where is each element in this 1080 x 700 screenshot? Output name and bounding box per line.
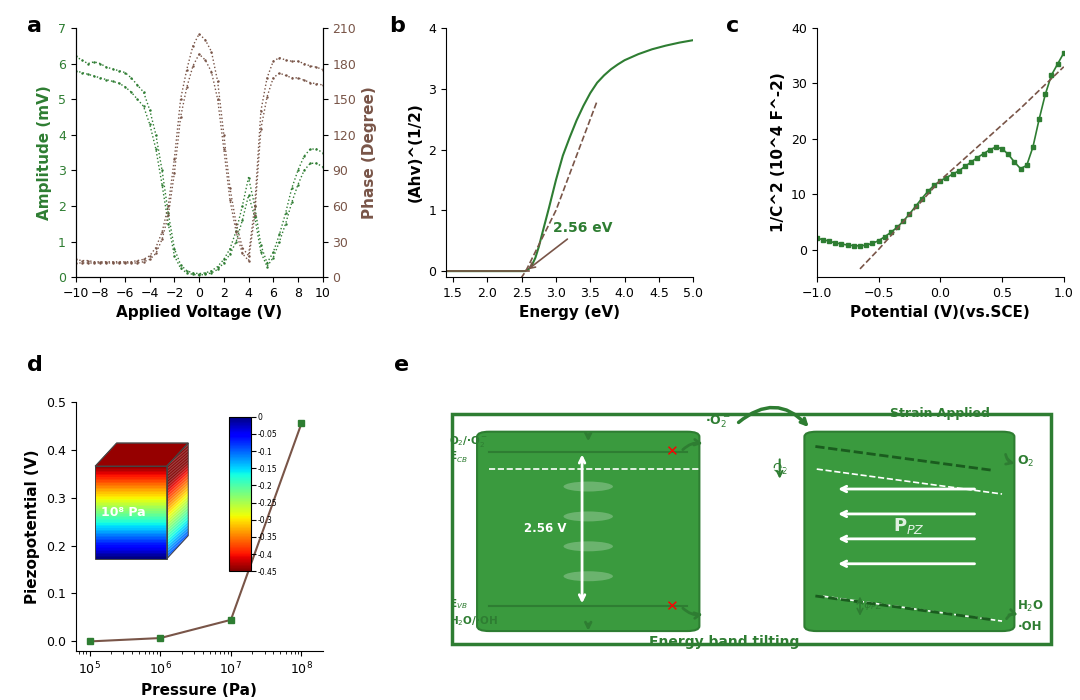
Text: P$_{PZ}$: P$_{PZ}$ bbox=[893, 517, 926, 536]
Ellipse shape bbox=[564, 571, 613, 581]
Y-axis label: Piezopotential (V): Piezopotential (V) bbox=[25, 449, 40, 603]
Text: 2.56 eV: 2.56 eV bbox=[529, 220, 612, 268]
X-axis label: Applied Voltage (V): Applied Voltage (V) bbox=[116, 305, 282, 321]
Text: Strain Applied: Strain Applied bbox=[890, 407, 990, 419]
Text: O$_2$/·O$_2^-$: O$_2$/·O$_2^-$ bbox=[449, 434, 488, 449]
Text: O$_2$: O$_2$ bbox=[1017, 454, 1035, 469]
Text: $\varphi_{PZ}$: $\varphi_{PZ}$ bbox=[863, 600, 882, 612]
Text: ·O$_2^-$: ·O$_2^-$ bbox=[705, 414, 731, 430]
Ellipse shape bbox=[564, 541, 613, 552]
Text: E$_f$: E$_f$ bbox=[789, 461, 801, 475]
X-axis label: Energy (eV): Energy (eV) bbox=[519, 305, 620, 321]
Text: c: c bbox=[726, 15, 739, 36]
Text: b: b bbox=[389, 15, 405, 36]
Text: O$_2$: O$_2$ bbox=[772, 461, 787, 477]
Text: E$_{CB}^{}$: E$_{CB}^{}$ bbox=[449, 449, 468, 464]
Text: ✕: ✕ bbox=[665, 444, 678, 459]
FancyBboxPatch shape bbox=[805, 432, 1014, 631]
Text: ·OH: ·OH bbox=[1017, 620, 1042, 633]
X-axis label: Pressure (Pa): Pressure (Pa) bbox=[141, 683, 257, 698]
X-axis label: Potential (V)(vs.SCE): Potential (V)(vs.SCE) bbox=[850, 305, 1030, 321]
Text: d: d bbox=[27, 355, 43, 375]
Y-axis label: 1/C^2 (10^4 F^-2): 1/C^2 (10^4 F^-2) bbox=[771, 73, 785, 232]
Ellipse shape bbox=[564, 482, 613, 491]
Y-axis label: Amplitude (mV): Amplitude (mV) bbox=[38, 85, 52, 220]
Text: Energy band tilting: Energy band tilting bbox=[649, 636, 799, 650]
Text: a: a bbox=[27, 15, 42, 36]
Text: 2.56 V: 2.56 V bbox=[524, 522, 566, 536]
Text: ✕: ✕ bbox=[665, 598, 678, 614]
Text: e: e bbox=[394, 355, 409, 375]
Y-axis label: Phase (Degree): Phase (Degree) bbox=[362, 86, 377, 219]
FancyBboxPatch shape bbox=[477, 432, 700, 631]
Text: E$_{VB}$: E$_{VB}$ bbox=[449, 597, 468, 610]
Y-axis label: (Ahv)^(1/2): (Ahv)^(1/2) bbox=[408, 103, 423, 202]
Text: H$_2$O: H$_2$O bbox=[1017, 598, 1044, 614]
Ellipse shape bbox=[564, 512, 613, 522]
Text: H$_2$O/·OH: H$_2$O/·OH bbox=[449, 614, 498, 628]
